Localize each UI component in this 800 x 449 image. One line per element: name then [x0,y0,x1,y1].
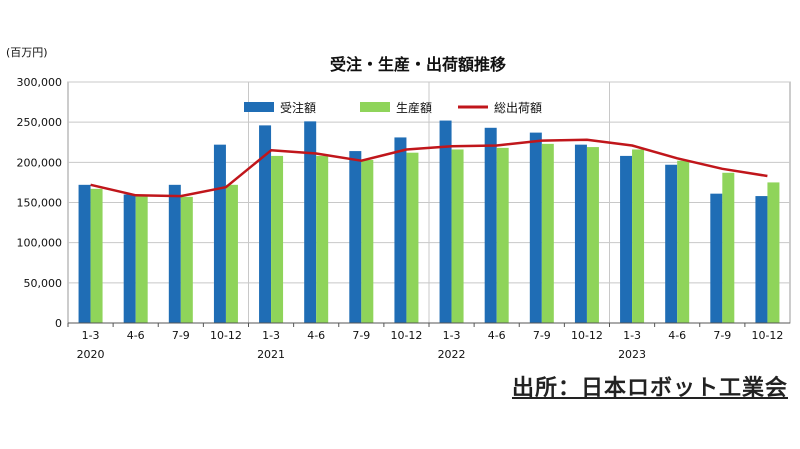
y-tick-label: 50,000 [24,277,63,290]
x-tick-label: 7-9 [172,329,190,342]
x-tick-label: 10-12 [571,329,603,342]
bar-orders [484,127,497,323]
x-tick-label: 7-9 [533,329,551,342]
x-tick-label: 1-3 [82,329,100,342]
legend-label: 総出荷額 [494,101,542,115]
legend: 受注額 生産額 総出荷額 [244,100,542,115]
year-label: 2022 [438,348,466,361]
bar-orders [574,144,587,323]
x-tick-label: 7-9 [352,329,370,342]
bar-production [632,149,645,323]
bar-orders [78,184,91,323]
y-tick-label: 150,000 [17,197,63,210]
bar-orders [349,151,362,323]
x-tick-label: 4-6 [307,329,325,342]
bar-production [225,184,238,323]
bar-orders [529,132,542,323]
x-tick-label: 7-9 [713,329,731,342]
bar-orders [710,193,723,323]
legend-swatch [244,102,274,112]
bar-orders [123,194,136,323]
bar-orders [259,125,272,323]
bar-production [541,143,554,323]
bar-production [767,182,780,323]
bar-orders [394,137,407,323]
y-tick-label: 300,000 [17,76,63,89]
y-axis-unit-label: (百万円) [6,46,48,59]
x-tick-label: 4-6 [488,329,506,342]
source-label: 出所：日本ロボット工業会 [511,376,788,401]
bar-production [316,155,329,323]
bar-production [361,159,374,323]
bar-orders [620,155,633,323]
axes: 0 50,000 100,000 150,000 200,000 250,000 300,0… [17,76,790,361]
x-tick-label: 1-3 [623,329,641,342]
bar-production [586,147,599,323]
year-label: 2023 [618,348,646,361]
legend-label: 受注額 [280,100,316,115]
bar-orders [665,164,678,323]
x-tick-label: 10-12 [751,329,783,342]
year-label: 2021 [257,348,285,361]
x-tick-label: 10-12 [390,329,422,342]
bar-production [90,188,103,323]
bar-production [722,172,735,323]
bar-production [271,155,284,323]
x-tick-label: 1-3 [443,329,461,342]
bar-orders [168,184,181,323]
bar-orders [304,121,317,323]
bar-orders [213,144,226,323]
x-tick-label: 10-12 [210,329,242,342]
bars [78,120,780,323]
bar-orders [439,120,452,323]
bar-production [451,149,464,323]
bar-production [180,196,193,323]
x-tick-label: 1-3 [262,329,280,342]
bar-production [496,147,509,323]
year-label: 2020 [77,348,105,361]
legend-label: 生産額 [396,100,432,115]
legend-swatch [360,102,390,112]
x-tick-label: 4-6 [668,329,686,342]
y-tick-label: 100,000 [17,237,63,250]
bar-orders [755,196,768,323]
x-tick-label: 4-6 [127,329,145,342]
bar-production [135,196,148,323]
y-tick-label: 200,000 [17,156,63,169]
y-tick-label: 0 [55,317,62,330]
y-tick-label: 250,000 [17,116,63,129]
shipment-line [90,138,768,198]
bar-production [406,152,419,323]
line-total-shipments [90,138,768,198]
bar-production [677,160,690,323]
chart-title: 受注・生産・出荷額推移 [330,55,506,74]
